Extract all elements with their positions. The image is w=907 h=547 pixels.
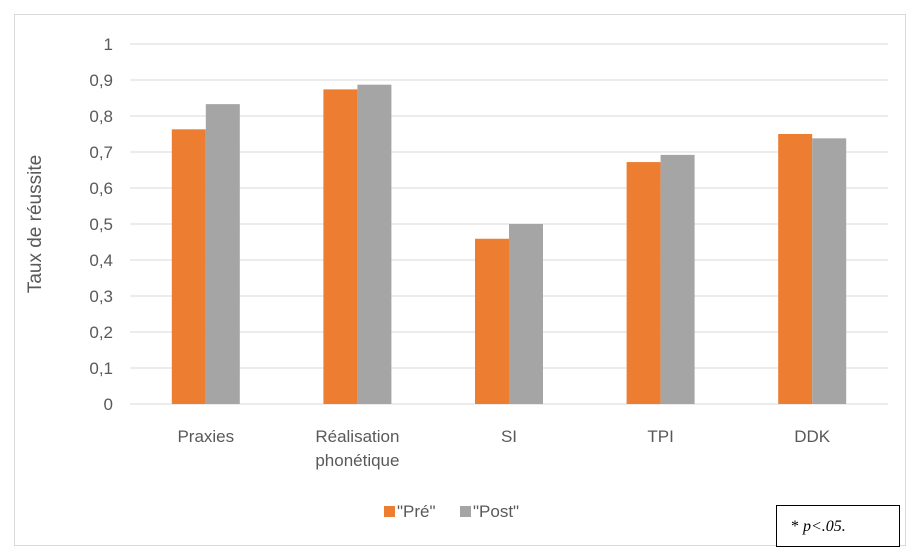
gridlines [130, 43, 888, 405]
bar [357, 84, 392, 405]
y-tick-label: 0,8 [89, 107, 113, 126]
bar [475, 238, 509, 404]
y-tick-label: 0,2 [89, 323, 113, 342]
x-category-label: Praxies [177, 427, 234, 446]
y-tick-label: 1 [104, 35, 113, 54]
y-tick-labels: 0 0,1 0,2 0,3 0,4 0,5 0,6 0,7 0,8 0,9 1 [89, 35, 113, 414]
significance-note: * p<.05. [776, 505, 900, 547]
legend-swatch [384, 506, 395, 517]
x-category-label: SI [501, 427, 517, 446]
y-tick-label: 0,1 [89, 359, 113, 378]
y-tick-label: 0 [104, 395, 113, 414]
note-italic: p<.05. [803, 518, 846, 535]
note-prefix: * [791, 518, 803, 535]
bar [171, 129, 206, 404]
y-axis-title: Taux de réussite [25, 155, 46, 293]
legend-swatch [460, 506, 471, 517]
legend-label: "Post" [473, 502, 519, 521]
y-tick-label: 0,3 [89, 287, 113, 306]
bar [812, 138, 847, 404]
y-tick-label: 0,6 [89, 179, 113, 198]
y-tick-label: 0,4 [89, 251, 113, 270]
y-tick-label: 0,9 [89, 71, 113, 90]
y-tick-label: 0,5 [89, 215, 113, 234]
legend: "Pré" "Post" [384, 502, 519, 521]
bar [660, 154, 695, 404]
x-category-label: DDK [794, 427, 831, 446]
bar [205, 104, 240, 405]
bar [626, 162, 661, 404]
bar [778, 134, 813, 404]
x-category-label: phonétique [315, 451, 399, 470]
x-category-label: Réalisation [315, 427, 399, 446]
y-tick-label: 0,7 [89, 143, 113, 162]
bar [509, 224, 543, 404]
chart-frame [14, 14, 906, 546]
x-category-label: TPI [647, 427, 673, 446]
x-category-labels: Praxies Réalisation phonétique SI TPI DDK [177, 427, 830, 470]
legend-label: "Pré" [397, 502, 436, 521]
bar [323, 89, 358, 405]
bars [171, 84, 847, 405]
